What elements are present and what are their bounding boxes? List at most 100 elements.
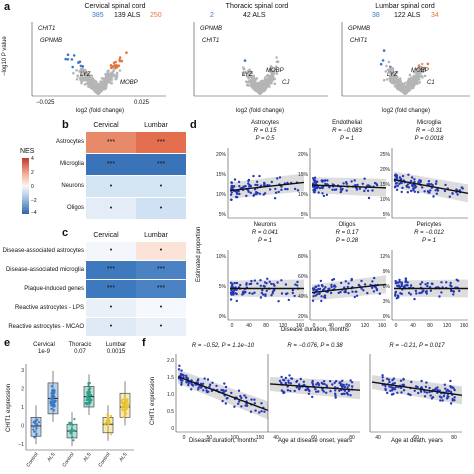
- panel-d-sample-point: [409, 293, 412, 296]
- panel-d-sample-point: [350, 279, 353, 282]
- heatmap-c-cell: •: [136, 299, 187, 317]
- volcano-gene-point: [391, 69, 395, 72]
- volcano-gene-point: [118, 56, 122, 59]
- panel-f-sample-point: [386, 391, 389, 395]
- panel-d-sample-point: [371, 280, 374, 283]
- panel-d-sample-point: [230, 184, 234, 188]
- volcano-gene-point: [257, 81, 260, 85]
- panel-f-xtick: 50: [207, 435, 213, 440]
- panel-label-e: e: [4, 337, 11, 349]
- volcano-gene-point: [254, 86, 258, 90]
- volcano-gene-point: [248, 75, 251, 78]
- panel-e-sample-point: [88, 402, 91, 405]
- panel-d-sample-point: [371, 189, 374, 192]
- heatmap-c-row-label: Reactive astrocytes - MCAO: [8, 323, 84, 330]
- volcano-gene-point: [417, 66, 421, 70]
- panel-e-sample-point: [85, 399, 88, 402]
- panel-d-subplot-title: Microglia: [416, 120, 441, 126]
- panel-f-sample-point: [381, 379, 385, 382]
- panel-d-sample-point: [321, 192, 324, 195]
- panel-e-sample-point: [51, 398, 54, 401]
- panel-d-sample-point: [425, 290, 428, 293]
- panel-d-sample-point: [448, 195, 451, 198]
- volcano-gene-point: [248, 71, 252, 74]
- panel-f-sample-point: [347, 384, 351, 387]
- panel-f-sample-point: [429, 394, 432, 397]
- panel-f-sample-point: [289, 389, 292, 393]
- panel-d-ytick: 20%: [298, 314, 309, 320]
- panel-d-sample-point: [394, 293, 397, 296]
- panel-e-sample-point: [123, 403, 126, 406]
- heatmap-b-cell: ***: [86, 132, 137, 153]
- panel-d-sample-point: [367, 196, 371, 200]
- panel-d-sample-point: [254, 183, 257, 187]
- heatmap-b-row-label: Neurons: [61, 183, 84, 189]
- panel-f-sample-point: [311, 395, 314, 399]
- volcano-gene-point: [110, 66, 113, 70]
- panel-d-sample-point: [393, 186, 397, 189]
- volcano-gene-point: [417, 64, 421, 67]
- volcano-gene-point: [270, 66, 273, 69]
- volcano-gene-point: [386, 68, 390, 72]
- panel-d-sample-point: [230, 181, 234, 184]
- panel-d-sample-point: [253, 291, 256, 294]
- panel-d-subplot: 25% 20% 15% 10% 5%: [380, 148, 469, 219]
- panel-e-sample-point: [50, 404, 53, 407]
- panel-d-sample-point: [258, 174, 261, 178]
- panel-f-sample-point: [323, 382, 326, 386]
- volcano-gene-point: [110, 78, 114, 82]
- panel-d-subplot: 20% 15% 10% 5%: [216, 148, 305, 219]
- volcano-gene-point: [390, 81, 393, 84]
- volcano-gene-point: [392, 80, 395, 83]
- panel-d-sample-point: [343, 286, 346, 289]
- panel-d-subplot: 20% 15% 10% 5%: [298, 148, 387, 219]
- panel-e-sample-point: [104, 423, 107, 426]
- heatmap-c-cell: •: [86, 299, 137, 317]
- volcano-gene-point: [250, 85, 254, 89]
- panel-d-sample-point: [407, 186, 410, 189]
- panel-f-sample-point: [393, 387, 396, 390]
- panel-d-sample-point: [325, 193, 329, 196]
- panel-e-sample-point: [110, 433, 113, 436]
- panel-e-sample-point: [87, 383, 90, 387]
- volcano-gene-point: [385, 64, 388, 68]
- volcano-gene-point: [118, 59, 122, 63]
- volcano-gene-point: [80, 77, 84, 80]
- panel-f-sample-point: [434, 387, 437, 390]
- panel-f-sample-point: [316, 381, 319, 385]
- panel-e-xtick: ALS: [118, 451, 129, 463]
- volcano-gene-point: [107, 69, 110, 73]
- volcano-plot-lumbar: GPNMB CHIT1 LYZ C1 MOBP: [341, 22, 470, 97]
- panel-f-sample-point: [423, 395, 427, 398]
- panel-f-sample-point: [295, 379, 299, 383]
- panel-e-sample-point: [35, 434, 38, 438]
- panel-f-sample-point: [335, 379, 338, 383]
- volcano-gene-point: [401, 84, 405, 87]
- panel-d-sample-point: [265, 289, 268, 292]
- heatmap-b-row-label: Microglia: [59, 161, 84, 167]
- panel-e-pvalue: 0.0015: [107, 349, 126, 355]
- panel-f-sample-point: [201, 382, 205, 385]
- panel-d-sample-point: [318, 292, 321, 295]
- panel-f-sample-point: [402, 378, 405, 381]
- panel-f-sample-point: [185, 381, 188, 384]
- panel-e-region-label: Lumbar: [106, 342, 126, 348]
- panel-d-sample-point: [440, 291, 443, 294]
- panel-f-sample-point: [453, 396, 456, 399]
- volcano-gene-point: [66, 58, 70, 61]
- heatmap-b-col-lumbar: Lumbar: [144, 122, 168, 129]
- panel-e-sample-point: [53, 391, 56, 395]
- panel-e-sample-point: [33, 436, 36, 439]
- panel-f-xtick: 100: [230, 435, 239, 440]
- panel-f-sample-point: [237, 389, 241, 392]
- panel-f-sample-point: [181, 379, 184, 382]
- panel-f-sample-point: [191, 384, 195, 387]
- panel-d-sample-point: [350, 180, 353, 183]
- volcano-gene-point: [416, 78, 419, 82]
- panel-d-sample-point: [236, 190, 239, 193]
- panel-d-sample-point: [353, 295, 356, 299]
- volcano-xtick-pos: 0.025: [134, 100, 150, 106]
- volcano-gene-point: [418, 81, 422, 84]
- panel-f-stat: R = −0.076, P = 0.38: [287, 343, 343, 349]
- volcano-gene-point: [420, 74, 423, 78]
